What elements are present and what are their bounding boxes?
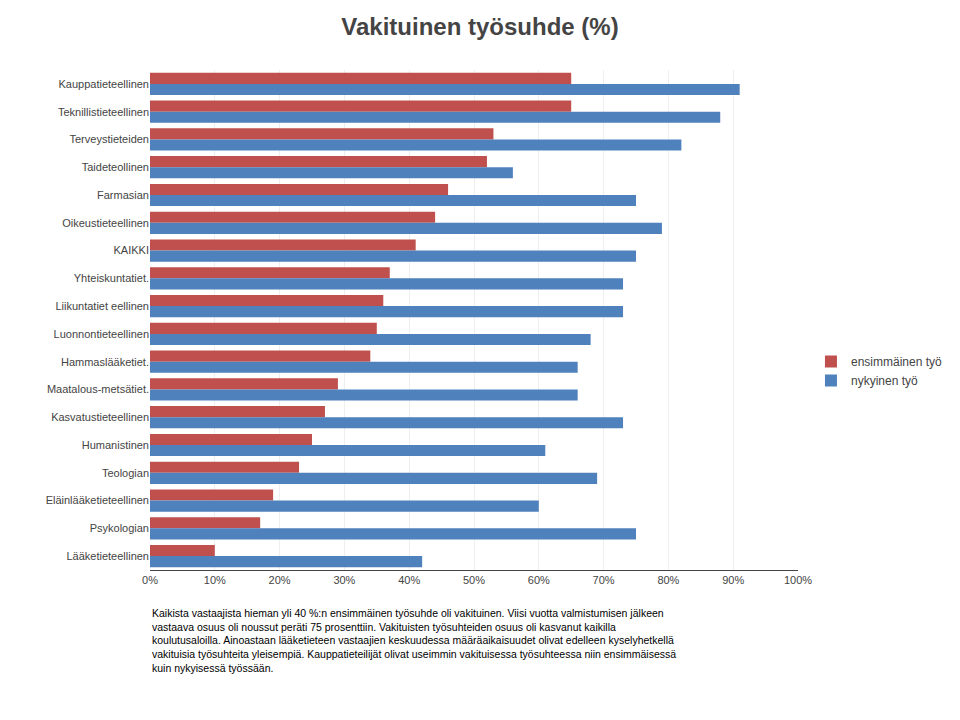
- svg-text:Liikuntatiet eellinen: Liikuntatiet eellinen: [55, 300, 149, 312]
- svg-text:Farmasian: Farmasian: [97, 189, 149, 201]
- svg-text:40%: 40%: [398, 574, 420, 586]
- svg-text:Kasvatustieteellinen: Kasvatustieteellinen: [51, 411, 149, 423]
- svg-text:Kauppatieteellinen: Kauppatieteellinen: [58, 78, 149, 90]
- svg-text:nykyinen työ: nykyinen työ: [851, 374, 918, 388]
- svg-text:80%: 80%: [657, 574, 679, 586]
- svg-text:Oikeustieteellinen: Oikeustieteellinen: [62, 217, 149, 229]
- svg-text:90%: 90%: [722, 574, 744, 586]
- svg-text:50%: 50%: [463, 574, 485, 586]
- svg-text:Hammaslääketiet.: Hammaslääketiet.: [61, 356, 149, 368]
- svg-text:0%: 0%: [142, 574, 158, 586]
- svg-text:10%: 10%: [204, 574, 226, 586]
- svg-text:Psykologian: Psykologian: [90, 522, 149, 534]
- svg-text:30%: 30%: [333, 574, 355, 586]
- svg-text:20%: 20%: [269, 574, 291, 586]
- svg-text:KAIKKI: KAIKKI: [114, 244, 149, 256]
- svg-text:60%: 60%: [528, 574, 550, 586]
- svg-text:ensimmäinen työ: ensimmäinen työ: [851, 355, 942, 369]
- svg-text:70%: 70%: [593, 574, 615, 586]
- svg-text:Kaikista vastaajista hieman yl: Kaikista vastaajista hieman yli 40 %:n e…: [152, 607, 676, 674]
- svg-text:Lääketieteellinen: Lääketieteellinen: [66, 550, 149, 562]
- svg-text:Eläinlääketieteellinen: Eläinlääketieteellinen: [46, 494, 149, 506]
- svg-text:Terveystieteiden: Terveystieteiden: [70, 133, 150, 145]
- svg-text:Taideteollinen: Taideteollinen: [82, 161, 149, 173]
- svg-text:Yhteiskuntatiet.: Yhteiskuntatiet.: [74, 272, 149, 284]
- svg-text:Teologian: Teologian: [102, 467, 149, 479]
- svg-text:Vakituinen työsuhde (%): Vakituinen työsuhde (%): [341, 13, 618, 40]
- svg-text:Luonnontieteellinen: Luonnontieteellinen: [54, 328, 149, 340]
- svg-text:Maatalous-metsätiet.: Maatalous-metsätiet.: [47, 383, 149, 395]
- svg-text:Teknillistieteellinen: Teknillistieteellinen: [58, 106, 149, 118]
- svg-text:Humanistinen: Humanistinen: [82, 439, 149, 451]
- svg-text:100%: 100%: [784, 574, 812, 586]
